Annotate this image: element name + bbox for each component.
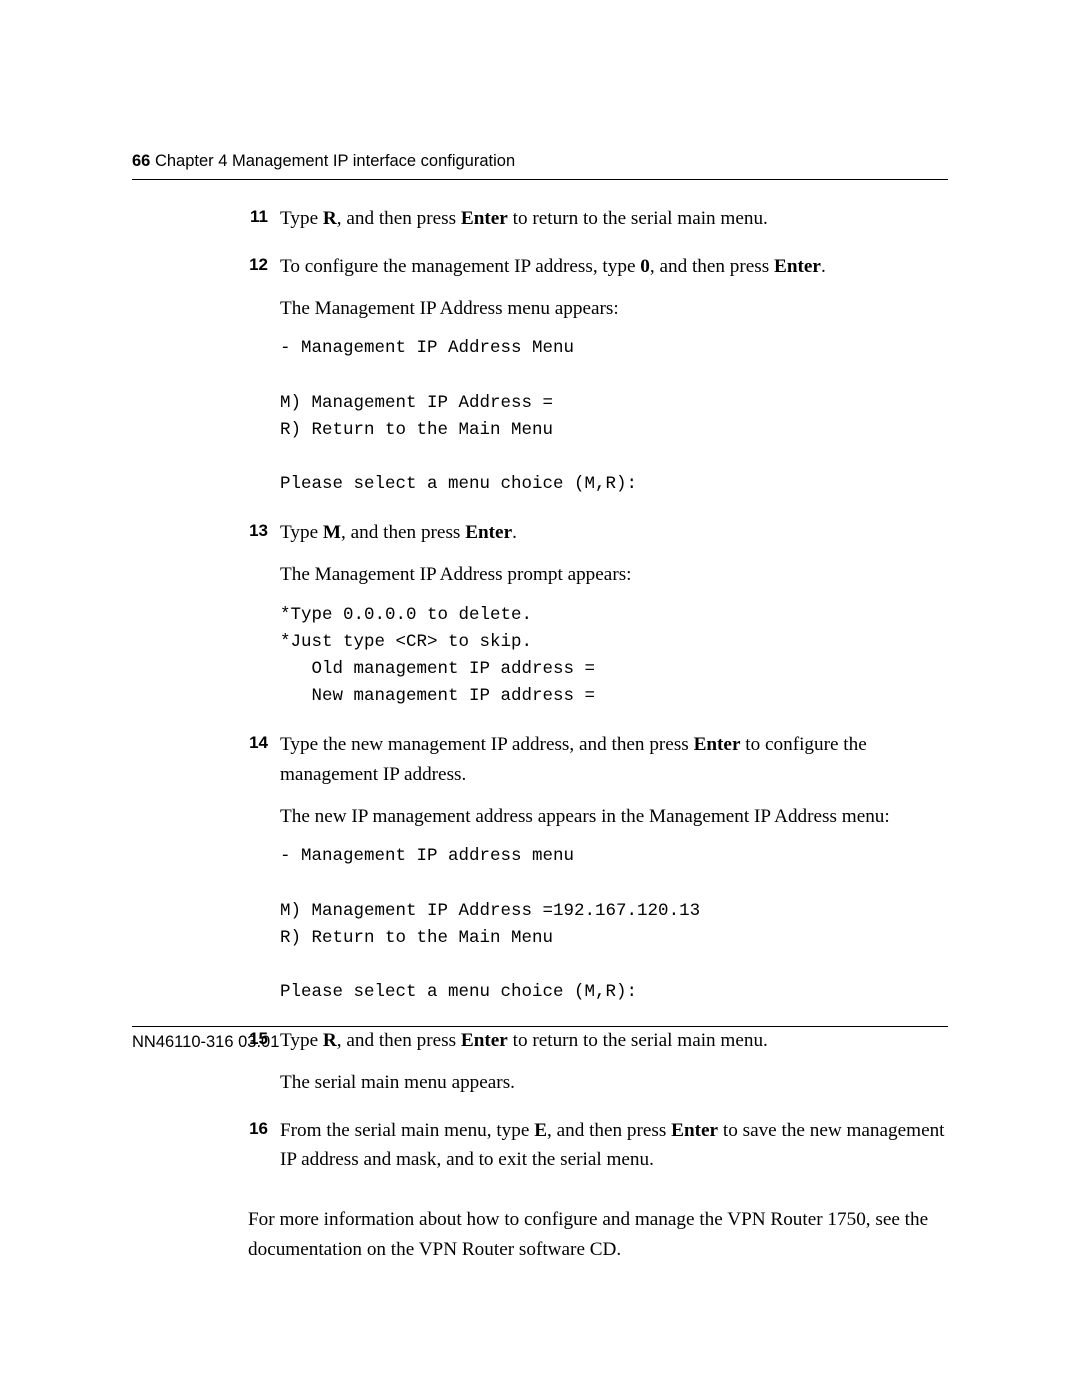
step-body: Type the new management IP address, and … bbox=[280, 730, 948, 1020]
step-paragraph: The Management IP Address prompt appears… bbox=[280, 560, 948, 590]
step: 11Type R, and then press Enter to return… bbox=[132, 204, 948, 246]
step-number: 16 bbox=[132, 1116, 280, 1142]
running-header: 66 Chapter 4 Management IP interface con… bbox=[132, 152, 948, 171]
step-number: 12 bbox=[132, 252, 280, 278]
step: 14Type the new management IP address, an… bbox=[132, 730, 948, 1020]
step-paragraph: The serial main menu appears. bbox=[280, 1068, 948, 1098]
bold-text: M bbox=[323, 522, 341, 543]
bold-text: Enter bbox=[461, 208, 508, 229]
step-number: 13 bbox=[132, 518, 280, 544]
step: 13Type M, and then press Enter. The Manag… bbox=[132, 518, 948, 724]
bold-text: Enter bbox=[774, 256, 821, 277]
bold-text: E bbox=[534, 1120, 547, 1141]
terminal-output: - Management IP address menu M) Manageme… bbox=[280, 843, 948, 1006]
document-id: NN46110-316 03.01 bbox=[132, 1033, 948, 1052]
bold-text: R bbox=[323, 208, 337, 229]
bold-text: Enter bbox=[671, 1120, 718, 1141]
step-paragraph: The Management IP Address menu appears: bbox=[280, 294, 948, 324]
step-body: Type M, and then press Enter. The Managem… bbox=[280, 518, 948, 724]
step-number: 11 bbox=[132, 204, 280, 230]
step-paragraph: To configure the management IP address, … bbox=[280, 252, 948, 282]
step-body: From the serial main menu, type E, and t… bbox=[280, 1116, 948, 1188]
chapter-title-text: Chapter 4 Management IP interface config… bbox=[155, 152, 515, 170]
page-content-area: 66 Chapter 4 Management IP interface con… bbox=[132, 152, 948, 1265]
page-footer: NN46110-316 03.01 bbox=[132, 1026, 948, 1052]
bold-text: Enter bbox=[465, 522, 512, 543]
footer-rule bbox=[132, 1026, 948, 1027]
bold-text: 0 bbox=[640, 256, 650, 277]
step-body: Type R, and then press Enter to return t… bbox=[280, 204, 948, 246]
step-paragraph: Type the new management IP address, and … bbox=[280, 730, 948, 790]
closing-paragraph: For more information about how to config… bbox=[248, 1205, 948, 1265]
page-number: 66 bbox=[132, 152, 150, 170]
step-paragraph: Type R, and then press Enter to return t… bbox=[280, 204, 948, 234]
step-paragraph: The new IP management address appears in… bbox=[280, 802, 948, 832]
step: 12To configure the management IP address… bbox=[132, 252, 948, 512]
step-body: To configure the management IP address, … bbox=[280, 252, 948, 512]
terminal-output: - Management IP Address Menu M) Manageme… bbox=[280, 335, 948, 498]
step-number: 14 bbox=[132, 730, 280, 756]
terminal-output: *Type 0.0.0.0 to delete. *Just type <CR>… bbox=[280, 602, 948, 711]
step-paragraph: Type M, and then press Enter. bbox=[280, 518, 948, 548]
header-rule bbox=[132, 179, 948, 180]
step: 16From the serial main menu, type E, and… bbox=[132, 1116, 948, 1188]
step-paragraph: From the serial main menu, type E, and t… bbox=[280, 1116, 948, 1176]
bold-text: Enter bbox=[694, 734, 741, 755]
